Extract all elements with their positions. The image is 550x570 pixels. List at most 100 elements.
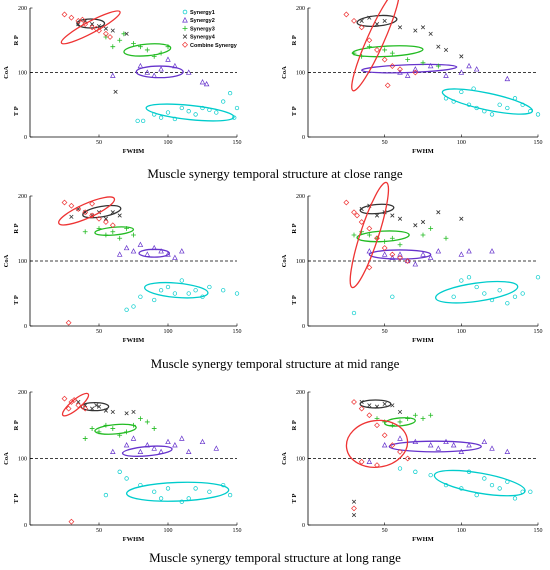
data-point-synergy1	[397, 466, 403, 471]
confidence-ellipse-combine-synergy	[61, 392, 90, 417]
data-point-synergy1	[221, 288, 226, 293]
series-synergy2	[361, 62, 511, 82]
data-point-synergy1	[234, 291, 240, 296]
x-tick-label: 50	[382, 329, 388, 335]
confidence-ellipse-synergy4	[356, 14, 398, 27]
confidence-ellipse-synergy1	[433, 469, 526, 497]
data-point-synergy1	[200, 105, 205, 111]
data-point-synergy2	[366, 458, 373, 464]
data-point-synergy1	[505, 105, 510, 111]
data-point-combine-synergy	[404, 258, 411, 264]
data-point-synergy2	[504, 75, 511, 82]
data-point-synergy2	[130, 248, 137, 254]
confidence-ellipse-synergy3	[94, 423, 137, 435]
data-point-combine-synergy	[82, 405, 89, 412]
data-point-synergy4	[76, 399, 81, 405]
y-tick-label: 100	[296, 71, 305, 77]
series-synergy2	[116, 241, 185, 260]
data-point-combine-synergy	[374, 47, 380, 53]
data-point-combine-synergy	[381, 56, 388, 63]
data-point-synergy3	[351, 232, 357, 238]
data-point-synergy4	[397, 25, 403, 30]
data-point-synergy3	[435, 63, 441, 69]
data-point-synergy1	[351, 310, 357, 316]
data-point-combine-synergy	[358, 458, 365, 465]
data-point-synergy1	[207, 489, 212, 494]
data-point-synergy4	[367, 403, 372, 408]
data-point-synergy1	[474, 492, 479, 498]
data-point-combine-synergy	[96, 215, 102, 222]
caption-long-range: Muscle synergy temporal structure at lon…	[149, 550, 401, 565]
data-point-synergy2	[137, 241, 144, 247]
region-label-tp: T P	[291, 106, 298, 116]
data-point-synergy2	[158, 248, 164, 254]
x-tick-label: 100	[457, 329, 466, 335]
data-point-synergy4	[397, 216, 403, 221]
data-point-synergy2	[404, 72, 411, 78]
data-point-combine-synergy	[397, 254, 403, 261]
data-point-synergy2	[203, 80, 210, 87]
data-point-synergy4	[436, 44, 441, 49]
data-point-synergy2	[458, 69, 465, 75]
x-tick-label: 50	[96, 140, 102, 146]
confidence-ellipse-synergy1	[435, 280, 519, 304]
data-point-synergy3	[82, 229, 88, 235]
confidence-ellipse-synergy1	[145, 103, 235, 122]
data-point-synergy4	[436, 210, 441, 215]
data-point-synergy1	[131, 304, 136, 309]
data-point-synergy2	[199, 438, 206, 445]
data-point-synergy1	[227, 492, 233, 498]
data-point-synergy1	[234, 105, 240, 111]
series-synergy1	[103, 469, 233, 504]
data-point-combine-synergy	[82, 209, 89, 216]
data-point-synergy2	[466, 62, 472, 69]
data-point-combine-synergy	[358, 219, 365, 225]
chart-panel-close-right: 50 100 150 0 100 200 FWHM CoA R P T P	[281, 0, 543, 155]
x-tick-label: 100	[164, 329, 173, 335]
legend-marker-synergy4	[182, 34, 188, 39]
data-point-synergy2	[466, 248, 472, 254]
data-point-synergy4	[110, 409, 115, 415]
data-point-synergy3	[117, 235, 123, 241]
data-point-synergy1	[505, 301, 510, 306]
data-point-synergy4	[117, 213, 122, 218]
data-point-synergy4	[443, 47, 449, 53]
region-label-rp: R P	[291, 420, 298, 430]
data-point-combine-synergy	[404, 455, 411, 462]
series-synergy2	[366, 248, 495, 267]
series-synergy4	[351, 399, 403, 518]
data-point-synergy1	[535, 112, 541, 117]
data-point-synergy3	[420, 416, 426, 421]
data-point-combine-synergy	[366, 264, 373, 271]
data-point-synergy2	[144, 69, 151, 75]
y-tick-label: 0	[24, 135, 27, 141]
data-point-synergy2	[443, 72, 449, 78]
data-point-synergy1	[497, 288, 502, 293]
confidence-ellipse-synergy3	[351, 45, 424, 58]
data-point-synergy3	[428, 412, 434, 418]
data-point-synergy1	[186, 109, 191, 114]
confidence-ellipse-combine-synergy	[345, 419, 409, 468]
data-point-synergy3	[144, 419, 150, 425]
x-axis-label: FWHM	[412, 536, 434, 543]
data-point-combine-synergy	[412, 69, 419, 76]
data-point-synergy4	[413, 28, 418, 33]
data-point-synergy1	[482, 291, 487, 296]
data-point-synergy4	[351, 512, 357, 518]
data-point-synergy1	[207, 284, 212, 290]
data-point-combine-synergy	[351, 399, 357, 405]
series-synergy1	[124, 278, 240, 312]
series-combine-synergy	[61, 392, 90, 525]
confidence-ellipse-synergy1	[125, 481, 230, 502]
data-point-combine-synergy	[103, 30, 109, 37]
x-axis-label: FWHM	[123, 536, 145, 543]
x-tick-label: 100	[164, 140, 173, 146]
series-synergy2	[110, 435, 220, 457]
data-point-synergy2	[165, 438, 171, 445]
data-point-synergy4	[397, 409, 403, 415]
y-tick-label: 200	[18, 194, 27, 200]
data-point-synergy2	[130, 435, 137, 441]
data-point-synergy2	[123, 442, 130, 448]
data-point-synergy2	[123, 244, 130, 251]
